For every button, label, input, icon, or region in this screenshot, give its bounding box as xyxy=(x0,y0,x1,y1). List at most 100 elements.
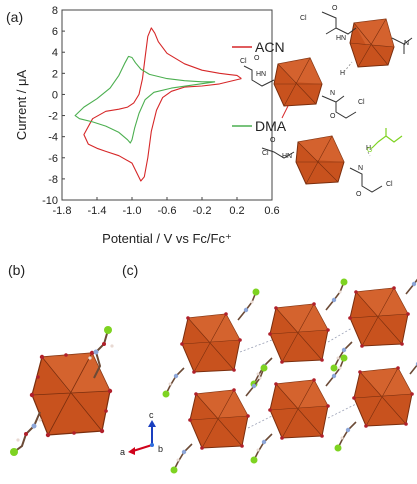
y-tick-label: 2 xyxy=(52,68,58,80)
hbond-acn xyxy=(343,61,353,73)
atom-c xyxy=(250,300,254,304)
x-ticks: -1.8 -1.4 -1.0 -0.6 -0.2 0.2 0.6 xyxy=(53,197,280,217)
series-line-dma xyxy=(74,55,216,144)
cluster-c xyxy=(188,388,250,450)
atom-c xyxy=(411,281,417,287)
x-tick-label: 0.2 xyxy=(229,205,244,217)
atom-c xyxy=(170,466,178,474)
scheme-dma-solvate: Cl O HN H N O Cl O xyxy=(261,128,403,198)
scheme-acn-dimer: Cl O HN N Cl O HN H N O Cl xyxy=(240,5,413,120)
crystal-packing-c xyxy=(162,278,417,474)
atom-c xyxy=(341,347,347,353)
atom-cl-1: Cl xyxy=(300,15,307,22)
atom-c xyxy=(336,356,340,360)
ligand-middle xyxy=(243,65,357,119)
atom-hn-1: HN xyxy=(336,35,346,42)
axis-label-b: b xyxy=(158,444,163,454)
atom-c xyxy=(176,458,180,462)
y-tick-label: 8 xyxy=(52,5,58,17)
hbond-c xyxy=(247,415,273,429)
legend-acn-label: ACN xyxy=(255,39,285,55)
atom-c xyxy=(261,439,267,445)
x-tick-label: -1.4 xyxy=(88,205,107,217)
atom-cl-4: Cl xyxy=(262,150,269,157)
cluster-c xyxy=(268,302,330,364)
atom-c xyxy=(168,382,172,386)
atom-c xyxy=(260,364,268,372)
atom-hn-2: HN xyxy=(256,71,266,78)
atom-c xyxy=(345,427,351,433)
atom-h-4: H xyxy=(366,145,371,152)
atom-c xyxy=(256,448,260,452)
cluster-middle xyxy=(273,57,323,107)
series-layer xyxy=(74,27,242,182)
atom-c xyxy=(340,436,344,440)
atom-h-2: H xyxy=(340,70,345,77)
y-tick-label: 6 xyxy=(52,26,58,38)
y-tick-label: -10 xyxy=(42,195,58,207)
panel-label-c: (c) xyxy=(122,262,138,278)
atom-o-1: O xyxy=(332,5,338,12)
ligand-bottom xyxy=(261,147,383,193)
plot-frame xyxy=(61,9,273,201)
atom-hn-4: HN xyxy=(282,153,292,160)
axis-label-c: c xyxy=(149,410,154,420)
dma-molecule xyxy=(371,128,403,149)
atom-cl-3: Cl xyxy=(358,99,365,106)
panel-label-a: (a) xyxy=(6,9,23,25)
y-tick-label: -6 xyxy=(48,153,58,165)
x-tick-label: 0.6 xyxy=(264,205,279,217)
cluster-c xyxy=(268,378,330,440)
atom-cl-2: Cl xyxy=(240,58,247,65)
y-tick-label: -8 xyxy=(48,174,58,186)
atom-cl-5: Cl xyxy=(386,181,393,188)
atom-c xyxy=(258,376,262,380)
atom-o-3: O xyxy=(330,113,336,120)
dma-atom-o: O xyxy=(367,147,373,154)
atom-c xyxy=(256,372,260,376)
axis-label-a: a xyxy=(120,447,125,457)
atom-c xyxy=(162,390,170,398)
cluster-c xyxy=(352,366,414,428)
atom-o-5: O xyxy=(356,191,362,198)
atom-c xyxy=(243,307,249,313)
panel-label-b: (b) xyxy=(8,262,25,278)
atom-c xyxy=(338,366,342,370)
atom-n-2: N xyxy=(330,90,335,97)
atom-c xyxy=(250,456,258,464)
axis-triad: c a b xyxy=(120,410,163,457)
atom-c xyxy=(251,383,257,389)
highlight-acn xyxy=(281,105,289,119)
hbond-dma xyxy=(367,151,371,157)
cluster-bottom xyxy=(295,135,345,185)
atom-c xyxy=(331,297,337,303)
ligand-top xyxy=(321,11,413,54)
y-axis-label: Current / μA xyxy=(14,70,29,141)
x-tick-label: -0.6 xyxy=(158,205,177,217)
atom-c xyxy=(334,444,342,452)
y-ticks: -10 -8 -6 -4 -2 0 2 4 6 8 xyxy=(42,5,65,207)
y-tick-label: 4 xyxy=(52,47,58,59)
ligand-chain-c xyxy=(253,281,345,385)
x-tick-label: -1.8 xyxy=(53,205,72,217)
atom-n-4: N xyxy=(358,165,363,172)
y-tick-label: 0 xyxy=(52,89,58,101)
ligand-chain-c xyxy=(337,363,417,449)
x-tick-label: -0.2 xyxy=(193,205,212,217)
cv-chart: -1.8 -1.4 -1.0 -0.6 -0.2 0.2 0.6 -10 -8 -6 -4 -2 0 2… xyxy=(14,5,280,246)
cluster-top-right xyxy=(349,18,395,68)
atom-c xyxy=(252,288,260,296)
atom-c xyxy=(173,373,179,379)
ligand-chain-c xyxy=(165,291,257,395)
series-line-acn xyxy=(83,27,242,182)
hbond-c xyxy=(327,327,353,343)
ligand-chain-c xyxy=(253,357,345,461)
crystal-unit-b xyxy=(29,350,113,438)
legend-dma-label: DMA xyxy=(255,118,287,134)
atom-o-2: O xyxy=(254,55,260,62)
cluster-c xyxy=(348,286,410,348)
ligand-chain-c xyxy=(173,367,265,471)
y-tick-label: -2 xyxy=(48,111,58,123)
ligand-chain-c xyxy=(333,278,417,369)
